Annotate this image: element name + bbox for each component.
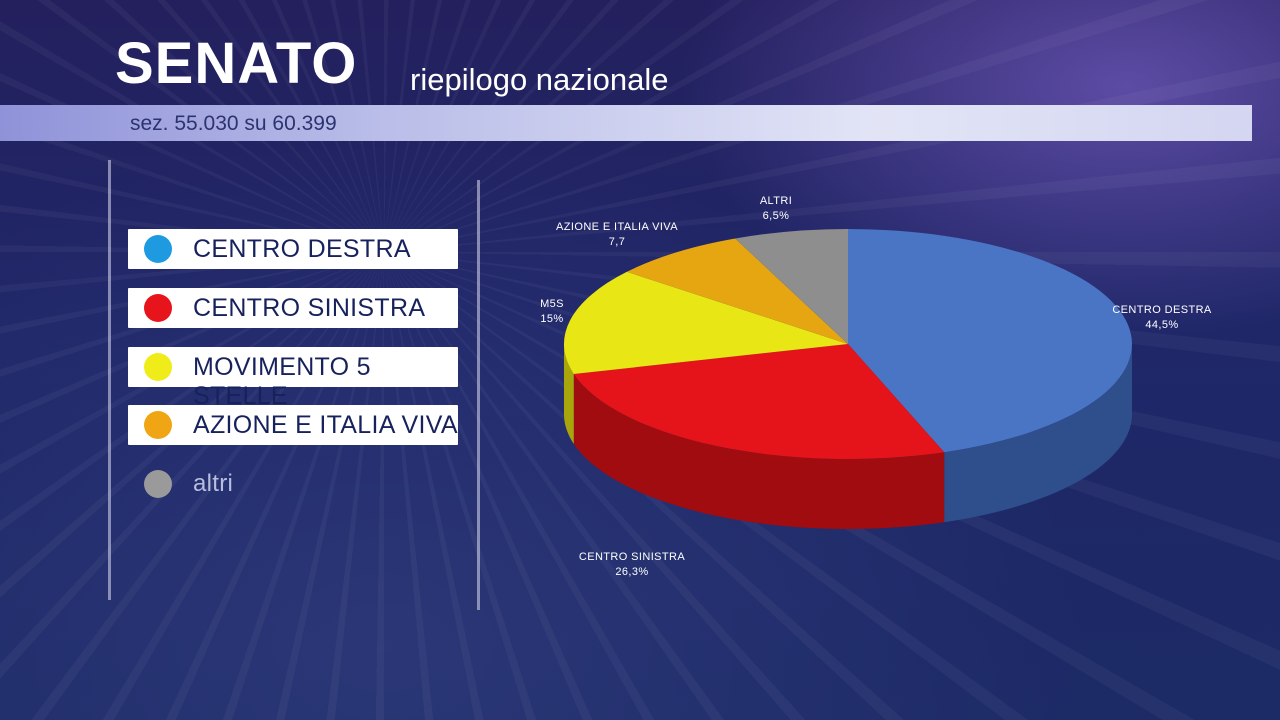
legend-dot-icon <box>144 353 172 381</box>
pie-slice-0 <box>848 229 1132 453</box>
pie-label-name-1: CENTRO SINISTRA <box>579 551 685 563</box>
pie-label-value-2: 15% <box>540 313 563 325</box>
pie-slice-2 <box>563 271 848 374</box>
pie-label-value-4: 6,5% <box>763 210 790 222</box>
legend-dot-icon <box>144 411 172 439</box>
divider-left <box>108 160 111 600</box>
legend-dot-icon <box>144 470 172 498</box>
sections-count: sez. 55.030 su 60.399 <box>130 112 337 135</box>
legend-item-azione-italia-viva: AZIONE E ITALIA VIVA <box>128 405 458 445</box>
divider-right <box>477 180 480 610</box>
pie-slice-1 <box>573 344 945 460</box>
pie-label-name-4: ALTRI <box>760 195 792 207</box>
pie-side-1 <box>573 374 945 529</box>
page-subtitle: riepilogo nazionale <box>410 62 669 97</box>
pie-label-value-3: 7,7 <box>609 236 626 248</box>
legend-item-centro-sinistra: CENTRO SINISTRA <box>128 288 458 328</box>
pie-label-value-1: 26,3% <box>615 566 648 578</box>
pie-label-name-3: AZIONE E ITALIA VIVA <box>556 221 678 233</box>
legend-dot-icon <box>144 294 172 322</box>
pie-side-2 <box>564 344 574 444</box>
pie-label-name-0: CENTRO DESTRA <box>1112 304 1212 316</box>
pie-label-value-0: 44,5% <box>1145 319 1178 331</box>
pie-slice-4 <box>735 229 848 344</box>
legend-label: CENTRO DESTRA <box>193 235 411 263</box>
legend-label: AZIONE E ITALIA VIVA <box>193 411 458 439</box>
page-title: SENATO <box>115 31 358 96</box>
pie-label-name-2: M5S <box>540 298 564 310</box>
legend-item-centro-destra: CENTRO DESTRA <box>128 229 458 269</box>
legend-dot-icon <box>144 235 172 263</box>
legend-item-movimento-5-stelle: MOVIMENTO 5 STELLE <box>128 347 458 410</box>
pie-slice-3 <box>626 238 848 344</box>
legend-label: CENTRO SINISTRA <box>193 294 426 322</box>
legend-label: altri <box>193 470 234 497</box>
legend-item-altri: altri <box>128 464 458 504</box>
header-bar <box>0 105 1252 141</box>
pie-side-0 <box>944 344 1132 523</box>
